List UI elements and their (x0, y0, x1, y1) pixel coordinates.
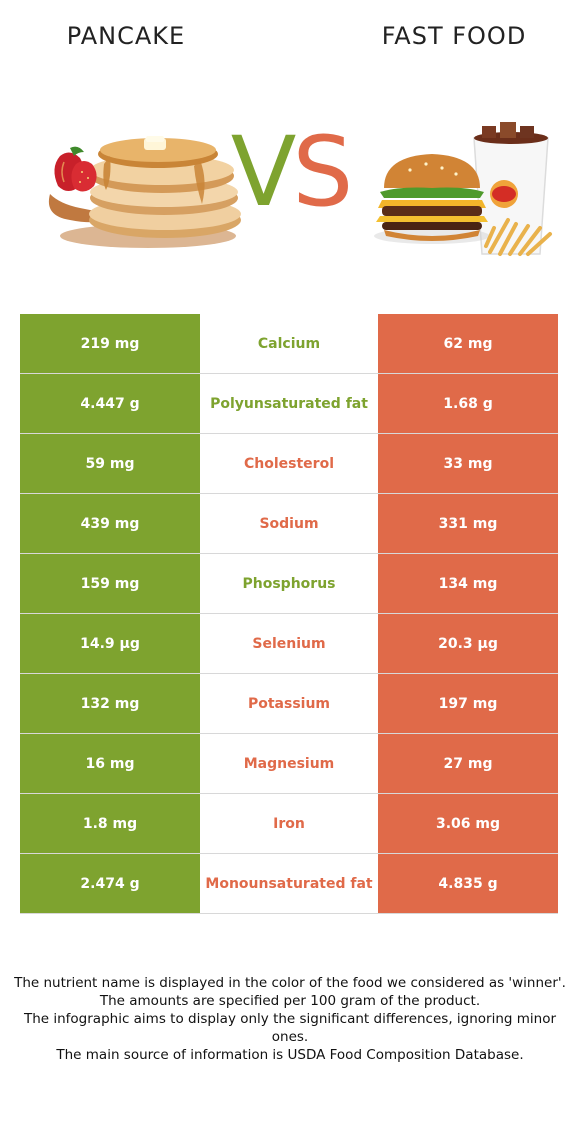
left-value: 14.9 µg (20, 614, 200, 673)
nutrient-name: Selenium (200, 614, 378, 673)
right-value: 1.68 g (378, 374, 558, 433)
right-value: 3.06 mg (378, 794, 558, 853)
footer-line-amounts: The amounts are specified per 100 gram o… (99, 993, 481, 1009)
left-value: 4.447 g (20, 374, 200, 433)
right-value: 33 mg (378, 434, 558, 493)
nutrient-name: Iron (200, 794, 378, 853)
left-value: 1.8 mg (20, 794, 200, 853)
table-row: 439 mg Sodium 331 mg (20, 494, 558, 554)
right-value: 197 mg (378, 674, 558, 733)
right-value: 20.3 µg (378, 614, 558, 673)
vs-label: VS (0, 124, 580, 220)
table-row: 1.8 mg Iron 3.06 mg (20, 794, 558, 854)
footer-line-aim: The infographic aims to display only the… (23, 1011, 557, 1045)
left-value: 16 mg (20, 734, 200, 793)
nutrient-name: Potassium (200, 674, 378, 733)
nutrient-name: Calcium (200, 314, 378, 373)
vs-s-letter: S (292, 116, 353, 228)
right-food-title: FAST FOOD (381, 22, 527, 50)
left-value: 219 mg (20, 314, 200, 373)
left-value: 439 mg (20, 494, 200, 553)
left-value: 59 mg (20, 434, 200, 493)
left-value: 159 mg (20, 554, 200, 613)
comparison-table: 219 mg Calcium 62 mg 4.447 g Polyunsaturated… (20, 314, 558, 914)
table-row: 14.9 µg Selenium 20.3 µg (20, 614, 558, 674)
nutrient-name: Magnesium (200, 734, 378, 793)
nutrient-name: Monounsaturated fat (200, 854, 378, 913)
right-value: 4.835 g (378, 854, 558, 913)
right-value: 134 mg (378, 554, 558, 613)
right-value: 62 mg (378, 314, 558, 373)
nutrient-name: Phosphorus (200, 554, 378, 613)
right-value: 331 mg (378, 494, 558, 553)
vs-v-letter: V (230, 116, 297, 228)
left-food-title: PANCAKE (66, 22, 186, 50)
nutrient-name: Sodium (200, 494, 378, 553)
table-row: 159 mg Phosphorus 134 mg (20, 554, 558, 614)
footer-notes: The nutrient name is displayed in the co… (14, 974, 566, 1064)
right-value: 27 mg (378, 734, 558, 793)
table-row: 16 mg Magnesium 27 mg (20, 734, 558, 794)
left-value: 2.474 g (20, 854, 200, 913)
footer-line-source: The main source of information is USDA F… (56, 1047, 524, 1063)
fast-food-image (374, 122, 552, 256)
footer-line-winner: The nutrient name is displayed in the co… (14, 975, 566, 991)
table-row: 4.447 g Polyunsaturated fat 1.68 g (20, 374, 558, 434)
table-row: 59 mg Cholesterol 33 mg (20, 434, 558, 494)
nutrient-name: Cholesterol (200, 434, 378, 493)
table-row: 132 mg Potassium 197 mg (20, 674, 558, 734)
nutrient-name: Polyunsaturated fat (200, 374, 378, 433)
pancake-image (48, 136, 241, 248)
left-value: 132 mg (20, 674, 200, 733)
table-row: 219 mg Calcium 62 mg (20, 314, 558, 374)
table-row: 2.474 g Monounsaturated fat 4.835 g (20, 854, 558, 914)
